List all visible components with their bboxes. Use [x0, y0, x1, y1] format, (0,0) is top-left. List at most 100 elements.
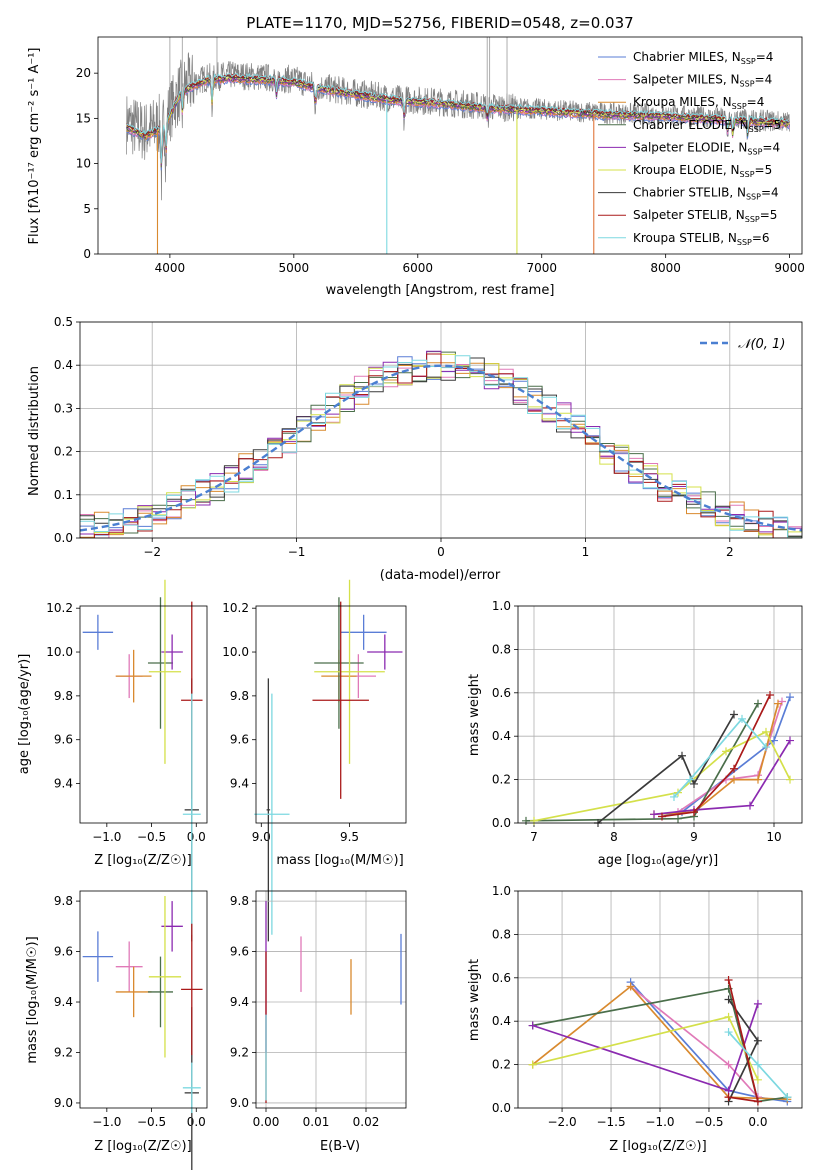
z-massweight-y-label: mass weight	[467, 959, 482, 1041]
y-tick-label: 15	[76, 111, 91, 125]
y-tick-label: 0.3	[54, 401, 73, 415]
x-tick-label: 2	[726, 545, 734, 559]
mass-weight-marker	[770, 736, 778, 745]
mass-weight-marker	[786, 775, 794, 784]
y-tick-label: 0.2	[492, 773, 511, 787]
z-mass-panel: Z [log₁₀(Z/Z☉)] mass [log₁₀(M/M☉)] −1.0 −…	[25, 890, 208, 1174]
x-tick-label: 10	[766, 830, 781, 844]
x-tick-label: 6000	[403, 261, 434, 275]
x-tick-label: 9000	[774, 261, 805, 275]
y-tick-label: 9.4	[54, 995, 73, 1009]
mass-weight-marker	[786, 736, 794, 745]
mass-weight-marker	[724, 1093, 733, 1102]
z-mass-y-label: mass [log₁₀(M/M☉)]	[25, 936, 40, 1063]
z-mass-x-label: Z [log₁₀(Z/Z☉)]	[94, 1139, 191, 1154]
y-tick-label: 20	[76, 66, 91, 80]
mass-weight-line	[532, 1015, 759, 1081]
mass-weight-marker	[786, 693, 794, 702]
x-tick-label: −1.0	[92, 1115, 121, 1129]
axes-frame	[79, 890, 208, 1109]
histogram-y-label: Normed distribution	[27, 366, 42, 496]
mass-weight-marker	[753, 1075, 762, 1084]
mass-weight-marker	[753, 1060, 762, 1069]
y-tick-label: 10.0	[46, 645, 73, 659]
axes-frame	[79, 605, 208, 824]
mass-weight-marker	[753, 999, 762, 1008]
legend-label: Salpeter MILES, NSSP=4	[633, 73, 772, 89]
mass-age-panel: mass [log₁₀(M/M☉)] 9.0 9.5 9.4 9.6 9.8 10.0 10…	[222, 579, 407, 942]
y-tick-label: 10.2	[46, 601, 73, 615]
y-tick-label: 9.0	[230, 1096, 249, 1110]
y-tick-label: 9.8	[230, 894, 249, 908]
z-massweight-x-label: Z [log₁₀(Z/Z☉)]	[609, 1139, 706, 1154]
x-tick-label: 0	[437, 545, 445, 559]
mass-weight-marker	[722, 747, 730, 756]
mass-weight-marker	[528, 1060, 537, 1069]
legend-label: Salpeter STELIB, NSSP=5	[633, 208, 777, 224]
legend-label: 𝒩(0, 1)	[738, 337, 785, 352]
model-spectrum-line	[126, 73, 790, 163]
legend-label: Kroupa STELIB, NSSP=6	[633, 231, 770, 247]
ebv-mass-x-label: E(B-V)	[320, 1139, 360, 1154]
mass-weight-marker	[724, 995, 733, 1004]
residual-histogram-panel: (data-model)/error Normed distribution −…	[27, 315, 803, 583]
spectrum-y-label: Flux [fλ10⁻¹⁷ erg cm⁻² s⁻¹ A⁻¹]	[27, 48, 42, 245]
mass-weight-marker	[686, 775, 694, 784]
x-tick-label: 0.00	[253, 1115, 280, 1129]
spectrum-title: PLATE=1170, MJD=52756, FIBERID=0548, z=0…	[246, 14, 633, 32]
x-tick-label: 7000	[526, 261, 557, 275]
mass-weight-line	[653, 740, 791, 816]
y-tick-label: 0.5	[54, 315, 73, 329]
x-tick-label: −2	[143, 545, 161, 559]
y-tick-label: 0	[83, 247, 91, 261]
mass-weight-marker	[762, 727, 770, 736]
mass-weight-marker	[530, 816, 538, 825]
x-tick-label: −1	[288, 545, 306, 559]
axes-frame	[97, 36, 803, 255]
spectrum-panel: PLATE=1170, MJD=52756, FIBERID=0548, z=0…	[27, 14, 805, 298]
age-massweight-y-label: mass weight	[467, 674, 482, 756]
mass-weight-marker	[650, 810, 658, 819]
z-massweight-panel: Z [log₁₀(Z/Z☉)] mass weight −2.0 −1.5 −1.0…	[467, 884, 803, 1154]
mass-weight-line	[525, 703, 759, 822]
legend-label: Chabrier MILES, NSSP=4	[633, 50, 773, 66]
y-tick-label: 9.6	[230, 945, 249, 959]
y-tick-label: 9.6	[54, 945, 73, 959]
mass-weight-marker	[778, 697, 786, 706]
x-tick-label: 0.0	[748, 1115, 767, 1129]
y-tick-label: 10.2	[222, 601, 249, 615]
x-tick-label: 9.5	[340, 830, 359, 844]
mass-weight-line	[597, 714, 735, 824]
y-tick-label: 9.6	[54, 733, 73, 747]
x-tick-label: −1.5	[596, 1115, 625, 1129]
mass-weight-marker	[658, 812, 666, 821]
x-tick-label: 4000	[155, 261, 186, 275]
y-tick-label: 0.2	[54, 445, 73, 459]
mass-weight-marker	[678, 751, 686, 760]
y-tick-label: 9.6	[230, 733, 249, 747]
mass-weight-marker	[730, 710, 738, 719]
y-tick-label: 1.0	[492, 599, 511, 613]
y-tick-label: 0.2	[492, 1058, 511, 1072]
legend-label: Chabrier ELODIE, NSSP=5	[633, 118, 781, 134]
y-tick-label: 0.0	[492, 816, 511, 830]
mass-weight-marker	[754, 775, 762, 784]
mass-weight-marker	[724, 1028, 733, 1037]
y-tick-label: 0.8	[492, 642, 511, 656]
mass-weight-line	[673, 717, 767, 798]
axes-frame	[255, 890, 407, 1109]
legend-label: Kroupa MILES, NSSP=4	[633, 95, 764, 111]
mass-weight-marker	[738, 714, 746, 723]
x-tick-label: 1	[582, 545, 590, 559]
normal-reference-curve	[79, 364, 803, 532]
x-tick-label: 0.0	[187, 1115, 206, 1129]
mass-weight-marker	[762, 743, 770, 752]
mass-weight-marker	[746, 801, 754, 810]
z-age-panel: Z [log₁₀(Z/Z☉)] age [log₁₀(age/yr)] −1.0…	[17, 579, 208, 942]
histogram-step-line	[80, 355, 802, 538]
x-tick-label: −0.5	[694, 1115, 723, 1129]
mass-weight-line	[727, 979, 760, 1103]
x-tick-label: 9.0	[252, 830, 271, 844]
x-tick-label: −2.0	[547, 1115, 576, 1129]
